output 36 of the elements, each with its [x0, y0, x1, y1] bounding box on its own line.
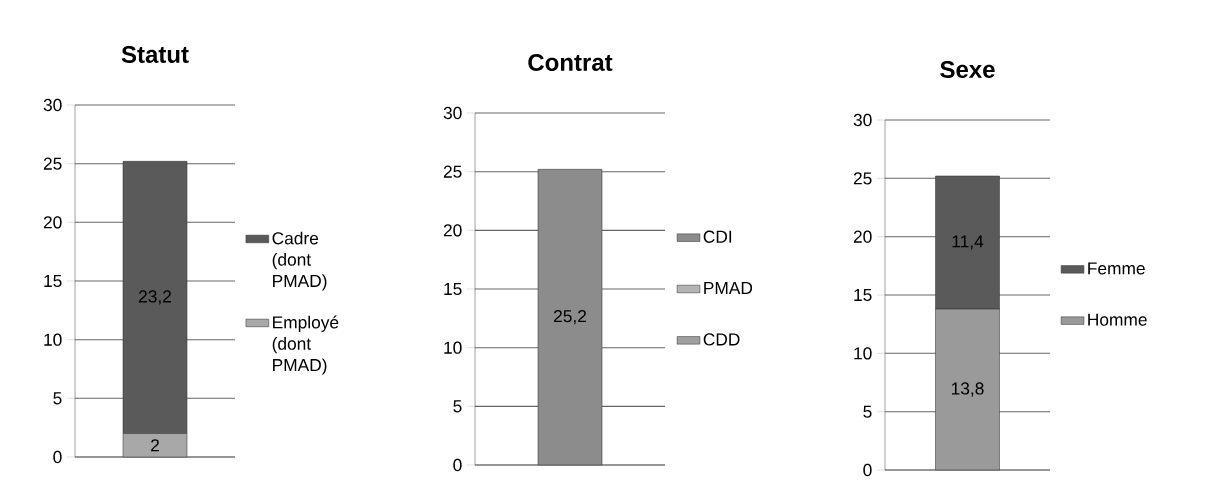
data-label: 25,2	[554, 310, 586, 325]
legend-label: Femme	[1088, 262, 1145, 275]
y-tick-label: 5	[53, 392, 62, 405]
legend-label: CDI	[703, 230, 732, 243]
data-label: 23,2	[139, 290, 171, 305]
y-tick-label: 5	[863, 405, 872, 418]
y-tick-label: 30	[853, 113, 872, 127]
legend-label: Cadre (dont PMAD)	[272, 231, 327, 291]
y-tick-label: 15	[44, 274, 62, 288]
y-tick-label: 25	[443, 165, 462, 178]
chart-title: Statut	[121, 45, 189, 63]
y-tick-label: 25	[43, 157, 62, 170]
legend-label: PMAD	[704, 282, 753, 294]
y-tick-label: 10	[44, 333, 62, 346]
y-tick-label: 30	[43, 98, 62, 112]
y-tick-label: 25	[853, 172, 872, 185]
legend-label: CDD	[703, 333, 740, 346]
y-tick-label: 5	[453, 400, 462, 413]
chart-title: Contrat	[528, 53, 613, 71]
data-label: 13,8	[951, 382, 984, 397]
y-tick-label: 10	[444, 341, 462, 354]
y-tick-label: 20	[443, 224, 462, 237]
y-tick-label: 20	[853, 230, 872, 243]
y-tick-label: 15	[854, 288, 872, 302]
legend-label: Employé (dont PMAD)	[272, 315, 339, 375]
y-tick-label: 30	[443, 106, 462, 120]
chart-title: Sexe	[940, 60, 995, 78]
y-tick-label: 20	[43, 216, 62, 229]
y-tick-label: 0	[53, 450, 62, 464]
y-tick-label: 15	[444, 282, 462, 296]
data-label: 2	[151, 439, 159, 452]
y-tick-label: 0	[453, 458, 462, 472]
data-label: 11,4	[952, 235, 984, 250]
y-tick-label: 10	[854, 347, 872, 360]
y-tick-label: 0	[863, 463, 872, 477]
legend-label: Homme	[1088, 313, 1147, 326]
